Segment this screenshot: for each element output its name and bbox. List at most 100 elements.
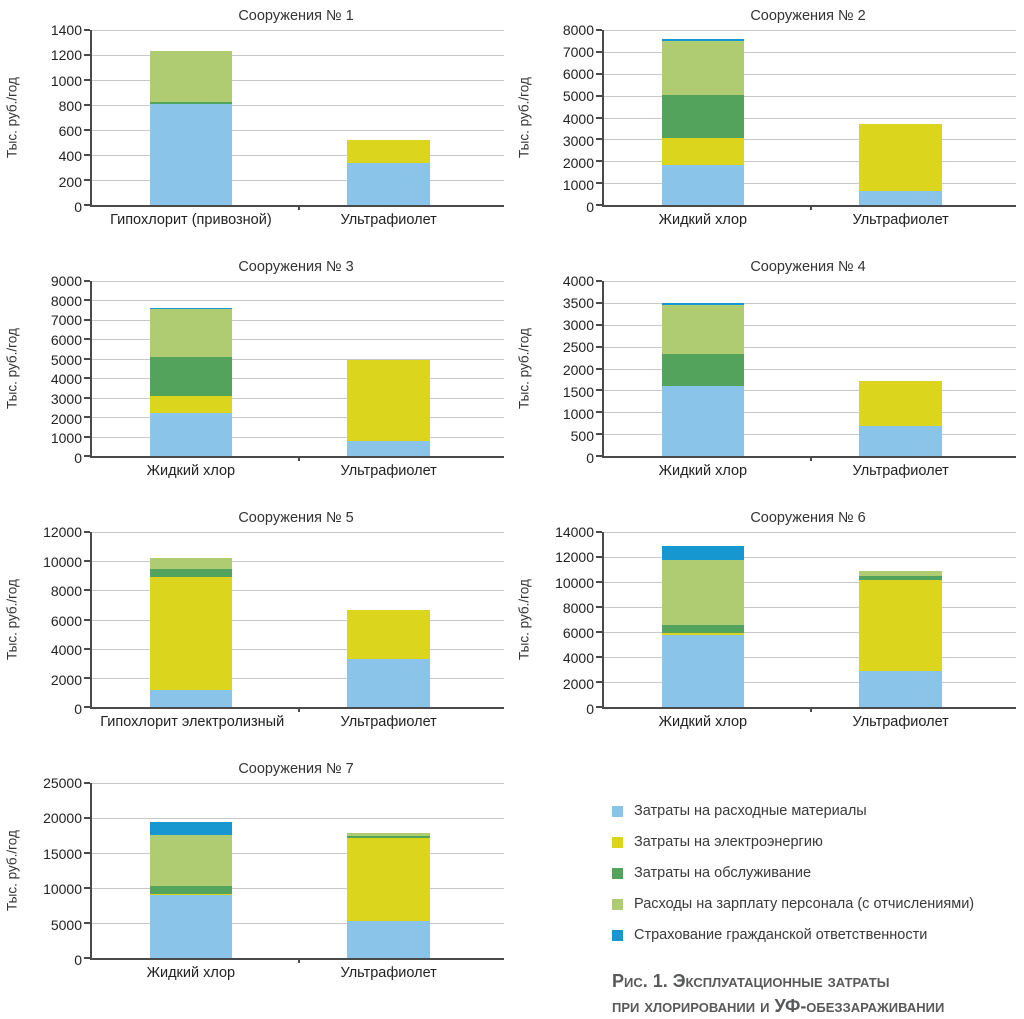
y-tick-label: 8000 — [562, 599, 594, 616]
bar-segment — [347, 140, 430, 163]
gridline — [604, 557, 1016, 558]
gridline — [92, 417, 504, 419]
bar-segment — [661, 303, 745, 306]
gridline — [92, 319, 504, 321]
y-tick-label: 10000 — [43, 553, 82, 570]
x-tick-mark — [298, 958, 300, 963]
category-label: Ультрафиолет — [852, 463, 949, 479]
y-tick-mark — [84, 179, 90, 182]
bar-segment — [149, 558, 233, 570]
gridline — [604, 368, 1016, 370]
category-label: Ультрафиолет — [340, 212, 437, 228]
stacked-bar — [859, 281, 942, 456]
chart-title: Сооружения № 5 — [238, 510, 354, 526]
legend-item: Страхование гражданской ответственности — [612, 927, 1024, 943]
legend-item-label: Расходы на зарплату персонала (с отчисле… — [634, 896, 975, 912]
gridline — [92, 180, 504, 182]
legend-item: Затраты на электроэнергию — [612, 834, 1024, 850]
chart-panel-2: Сооружения № 2 Тыс. руб./год 0 1000 2000 3000… — [512, 0, 1024, 251]
figure-caption-line1: Рис. 1. Эксплуатационные затраты — [612, 971, 890, 991]
bar-segment — [661, 354, 745, 386]
bar-segment — [661, 38, 745, 41]
stacked-bar — [859, 30, 942, 205]
y-tick-label: 3000 — [562, 132, 594, 149]
y-tick-label: 800 — [58, 97, 82, 114]
bar-segment — [347, 838, 430, 921]
y-axis-ticks: 0 5000 10000 15000 20000 25000 — [0, 776, 82, 967]
y-axis-ticks: 0 2000 4000 6000 8000 10000 12000 — [0, 525, 82, 716]
x-tick-mark — [810, 456, 812, 461]
bar-segment — [661, 40, 745, 95]
y-tick-mark — [84, 338, 90, 341]
y-tick-mark — [596, 323, 602, 326]
y-tick-label: 2000 — [50, 671, 82, 688]
category-label: Жидкий хлор — [658, 212, 748, 228]
y-tick-mark — [596, 116, 602, 119]
bar-segment — [149, 413, 233, 456]
bar-segment — [149, 895, 233, 958]
y-tick-label: 5000 — [50, 916, 82, 933]
plot-area: Гипохлорит (привозной) Ультрафиолет — [84, 29, 504, 228]
y-tick-mark — [596, 389, 602, 392]
y-tick-label: 7000 — [50, 312, 82, 329]
gridline — [604, 117, 1016, 119]
chart-title: Сооружения № 4 — [750, 259, 866, 275]
y-tick-label: 1200 — [50, 47, 82, 64]
bar-segment — [661, 635, 745, 707]
bar-segment — [149, 690, 233, 707]
legend-and-caption: Затраты на расходные материалы Затраты на… — [512, 753, 1024, 1016]
bar-segment — [347, 832, 430, 837]
y-tick-mark — [596, 50, 602, 53]
y-tick-label: 6000 — [50, 612, 82, 629]
gridline — [92, 30, 504, 31]
bar-segment — [149, 50, 233, 102]
bar-segment — [149, 893, 233, 895]
bar-segment — [347, 359, 430, 441]
y-tick-label: 4000 — [50, 371, 82, 388]
y-tick-label: 14000 — [555, 524, 594, 540]
plot-area: Жидкий хлор Ультрафиолет — [596, 531, 1016, 730]
y-axis-ticks: 0 2000 4000 6000 8000 10000 12000 14000 — [512, 525, 594, 716]
y-tick-label: 2000 — [562, 361, 594, 378]
chart-panel-7: Сооружения № 7 Тыс. руб./год 0 5000 10000 150… — [0, 753, 512, 1004]
y-tick-mark — [84, 396, 90, 399]
stacked-bar — [347, 30, 430, 205]
y-tick-label: 2000 — [50, 410, 82, 427]
gridline — [604, 632, 1016, 633]
y-tick-label: 15000 — [43, 845, 82, 862]
y-tick-mark — [596, 160, 602, 163]
y-tick-label: 12000 — [43, 524, 82, 540]
legend-item-label: Страхование гражданской ответственности — [634, 927, 928, 943]
bar-segment — [859, 579, 942, 671]
y-tick-mark — [596, 367, 602, 370]
gridline — [92, 923, 504, 924]
y-tick-label: 1400 — [50, 22, 82, 38]
y-tick-label: 4000 — [50, 642, 82, 658]
bar-segment — [859, 570, 942, 577]
stacked-bar — [149, 532, 233, 707]
y-tick-mark — [596, 411, 602, 414]
gridline — [92, 818, 504, 819]
chart-panel-1: Сооружения № 1 Тыс. руб./год 0 200 400 600 800… — [0, 0, 512, 251]
y-tick-mark — [84, 299, 90, 302]
stacked-bar — [661, 281, 745, 456]
y-tick-mark — [84, 852, 90, 854]
y-tick-mark — [84, 104, 90, 107]
gridline — [604, 95, 1016, 97]
category-label: Жидкий хлор — [146, 965, 236, 981]
x-tick-mark — [298, 707, 300, 712]
y-tick-mark — [596, 138, 602, 141]
bar-segment — [661, 545, 745, 560]
y-tick-mark — [84, 357, 90, 360]
legend: Затраты на расходные материалы Затраты на… — [612, 803, 1024, 943]
y-tick-mark — [596, 72, 602, 75]
y-tick-label: 20000 — [43, 810, 82, 827]
bar-segment — [661, 138, 745, 165]
gridline — [92, 339, 504, 341]
gridline — [604, 51, 1016, 53]
category-label: Ультрафиолет — [340, 714, 437, 730]
y-tick-label: 1000 — [50, 430, 82, 447]
y-tick-mark — [84, 416, 90, 419]
y-tick-mark — [84, 782, 90, 784]
